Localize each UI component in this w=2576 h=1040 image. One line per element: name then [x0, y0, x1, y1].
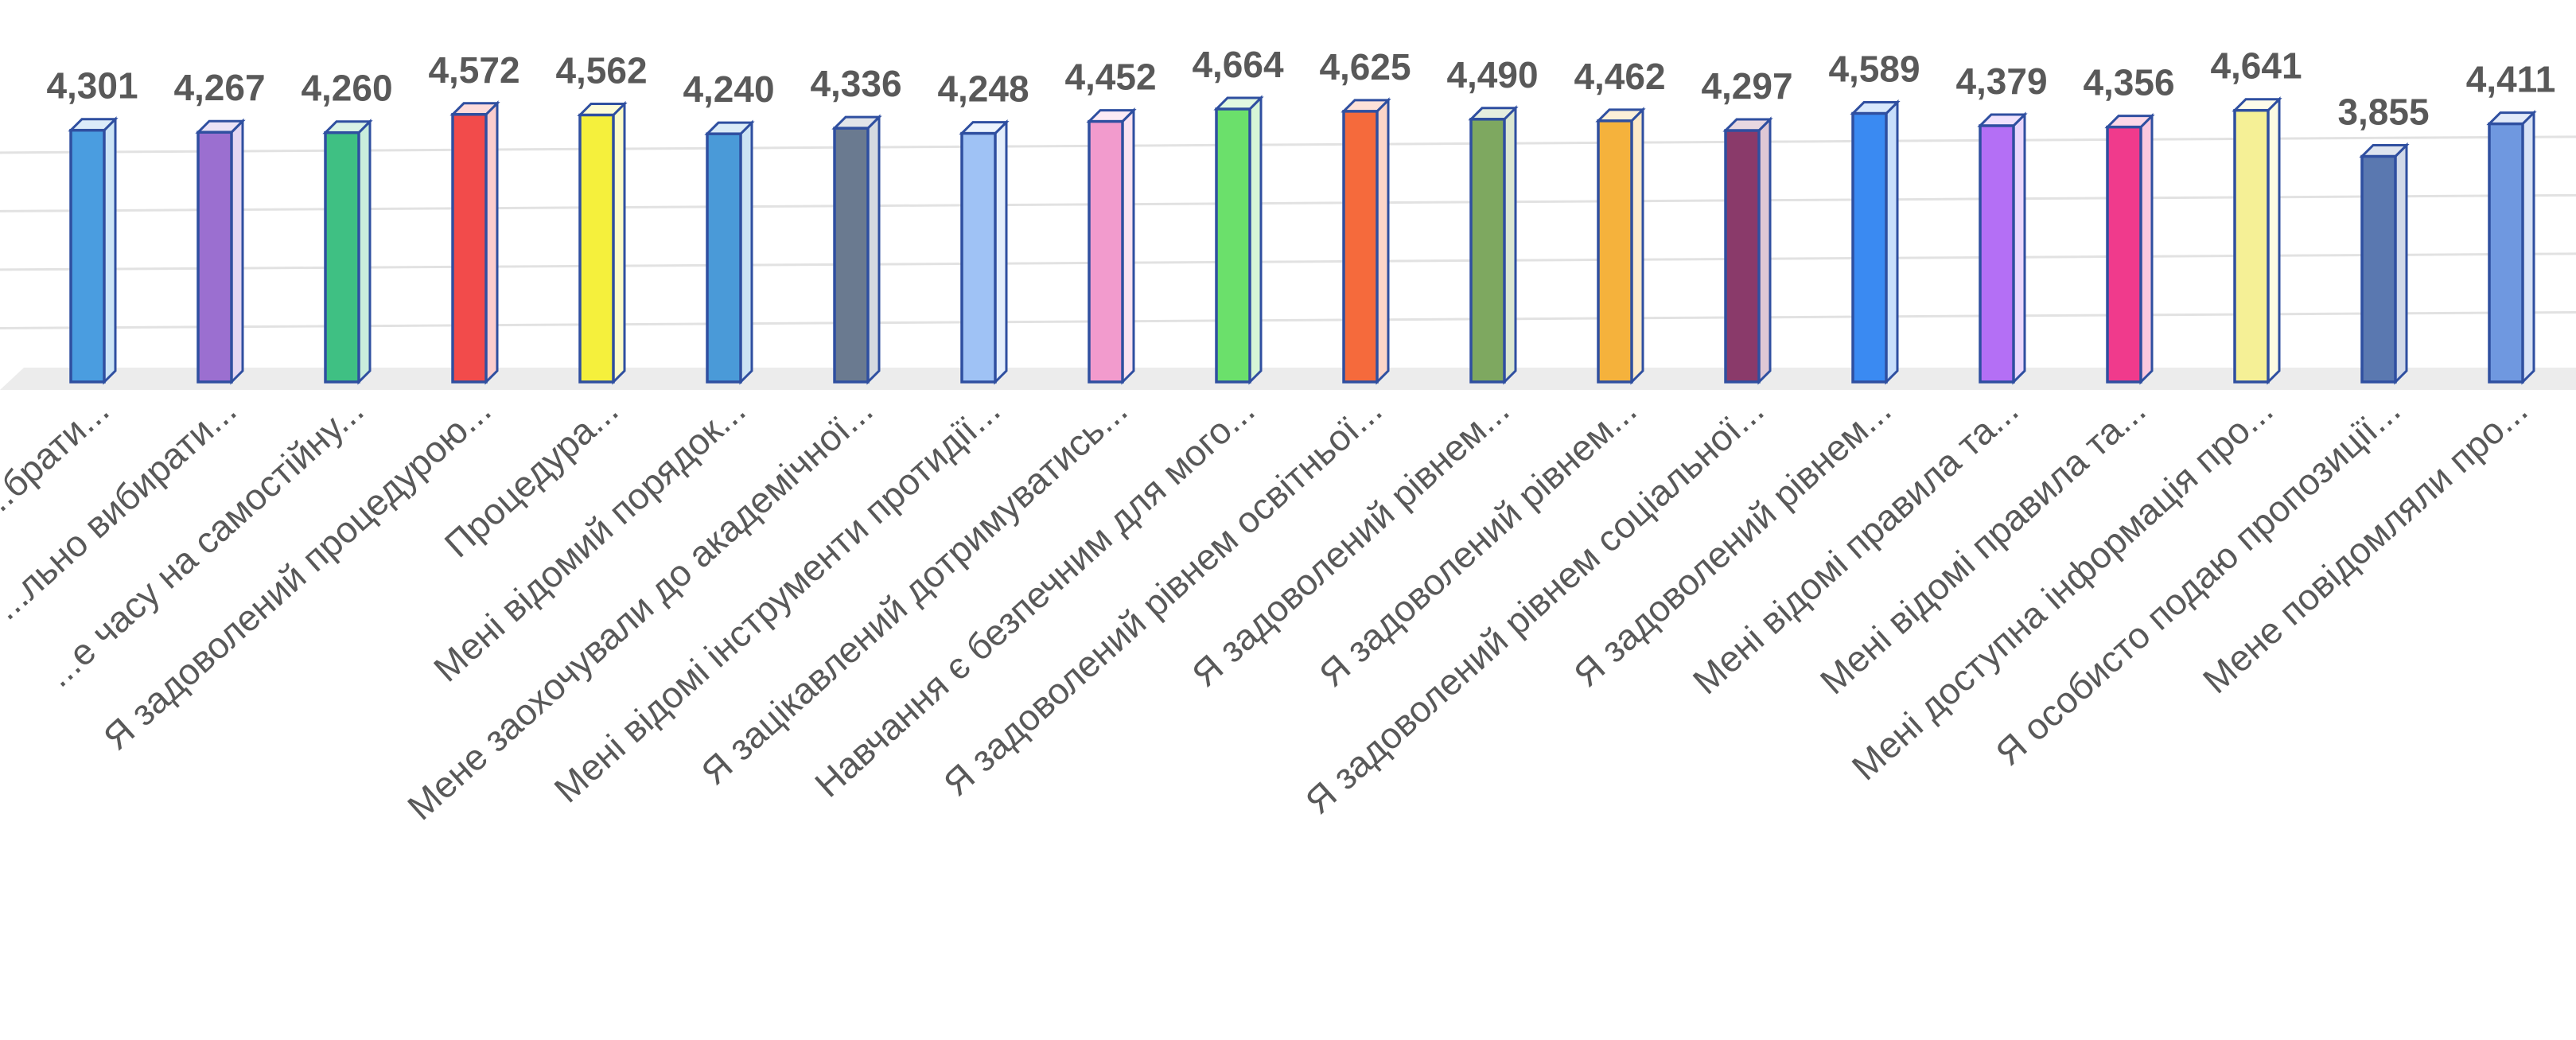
data-label: 4,562 — [555, 50, 647, 92]
bar — [831, 114, 882, 385]
bar — [68, 116, 119, 385]
data-label: 4,260 — [301, 68, 392, 109]
bar — [1213, 95, 1264, 385]
bar — [959, 119, 1010, 385]
data-label: 4,297 — [1701, 65, 1792, 107]
bar — [1722, 116, 1773, 385]
data-label: 4,301 — [46, 65, 138, 107]
bar — [1468, 105, 1519, 385]
bar — [2359, 142, 2410, 385]
data-label: 4,664 — [1192, 44, 1284, 85]
data-label: 4,379 — [1955, 60, 2047, 102]
bar — [1086, 107, 1137, 385]
bar — [577, 100, 628, 385]
gridline — [0, 310, 2576, 329]
data-label: 4,336 — [810, 63, 901, 104]
gridline — [0, 135, 2576, 154]
data-label: 4,452 — [1064, 56, 1156, 98]
gridline — [0, 252, 2576, 271]
bar — [2486, 109, 2537, 385]
data-labels: 4,301 4,267 4,260 4,572 4,562 4,240 4,336 4,248… — [46, 44, 2555, 132]
category-tick-label: Навчання є безпечним для мого... — [807, 389, 1263, 805]
bar — [2104, 113, 2155, 385]
bar — [1977, 111, 2028, 385]
data-label: 3,855 — [2337, 91, 2429, 132]
bar — [1341, 97, 1391, 385]
data-label: 4,248 — [937, 68, 1029, 110]
data-label: 4,462 — [1574, 56, 1665, 97]
category-tick-label: Мені відомі інструменти протидії... — [546, 389, 1007, 811]
bar — [2232, 96, 2282, 385]
category-tick-label: Мене заохочували до академічної... — [399, 389, 881, 828]
data-label: 4,589 — [1828, 49, 1920, 90]
floor-plane — [0, 368, 2576, 390]
bar — [449, 100, 500, 385]
bar — [704, 119, 755, 385]
gridlines — [0, 135, 2576, 329]
data-label: 4,411 — [2466, 59, 2556, 100]
data-label: 4,267 — [173, 67, 265, 108]
data-label: 4,625 — [1319, 46, 1411, 88]
category-tick-labels: ...брати......льно вибирати......е часу … — [0, 389, 2535, 828]
data-label: 4,641 — [2210, 45, 2302, 87]
gridline — [0, 193, 2576, 212]
data-label: 4,490 — [1446, 54, 1538, 95]
data-label: 4,572 — [428, 49, 519, 91]
data-label: 4,240 — [683, 68, 774, 110]
bar — [1850, 99, 1901, 385]
data-label: 4,356 — [2083, 62, 2174, 103]
category-tick-label: Я задоволений рівнем соціальної... — [1298, 389, 1772, 822]
bar — [1595, 107, 1646, 385]
bar — [195, 118, 246, 385]
bars — [68, 95, 2537, 385]
chart-floor — [0, 368, 2576, 390]
bar — [322, 119, 373, 385]
